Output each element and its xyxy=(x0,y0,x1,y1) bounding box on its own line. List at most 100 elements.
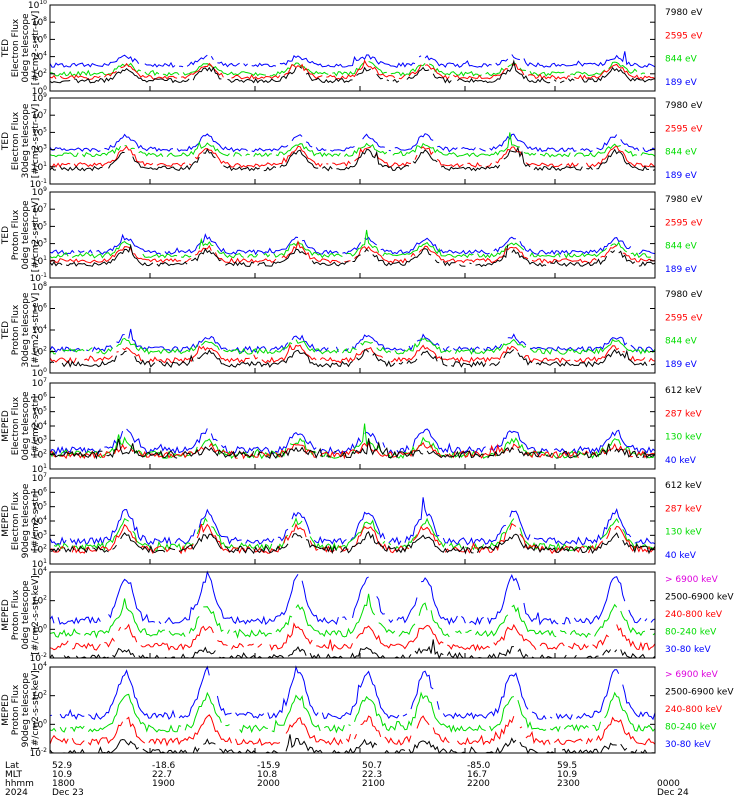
legend-entry: 80-240 keV xyxy=(665,628,717,638)
legend-entry: 844 eV xyxy=(665,337,698,347)
y-axis-label: MEPEDProton Flux0deg telescope[#/cm2-s-s… xyxy=(1,575,41,654)
series-trace xyxy=(49,428,656,456)
x-row-label: hhmm xyxy=(5,779,34,789)
series-trace xyxy=(50,62,653,76)
legend-entry: 80-240 keV xyxy=(665,723,717,733)
series-trace xyxy=(49,132,656,158)
legend-entry: 30-80 keV xyxy=(665,740,711,750)
y-tick-label: 107 xyxy=(32,377,47,389)
x-tick-label: 1800 xyxy=(52,779,75,789)
y-tick-label: 109 xyxy=(32,186,47,198)
y-axis-label: MEPEDProton Flux90deg telescope[#/cm2-s-… xyxy=(1,670,41,749)
series-trace xyxy=(49,348,656,369)
legend-entry: 189 eV xyxy=(665,360,698,370)
panel-frame xyxy=(49,666,656,754)
x-tick-label: 1900 xyxy=(152,779,175,789)
legend-entry: 612 keV xyxy=(665,481,702,491)
legend-entry: 2500-6900 keV xyxy=(665,593,734,603)
series-trace xyxy=(53,517,654,552)
y-axis-label: MEPEDElectron Flux0deg telescope[#/cm2-s… xyxy=(1,391,41,461)
legend-entry: 287 keV xyxy=(665,409,702,419)
y-axis-label: TEDElectron Flux30deg telescope[#/cm2-s-… xyxy=(1,103,41,178)
x-row-label: 2024 xyxy=(5,788,28,798)
series-trace xyxy=(49,51,656,68)
y-axis-label: MEPEDElectron Flux90deg telescope[#/cm2-… xyxy=(1,483,41,558)
legend-entry: 844 eV xyxy=(665,148,698,158)
legend-entry: 240-800 keV xyxy=(665,610,723,620)
x-tick-label: 2100 xyxy=(362,779,385,789)
y-tick-label: 105 xyxy=(32,501,47,513)
y-axis-label: TEDProton Flux30deg telescope[#/cm2-s-st… xyxy=(1,292,41,367)
panel-frame xyxy=(49,4,656,92)
series-trace xyxy=(49,146,656,172)
x-row-label: MLT xyxy=(5,770,23,780)
x-row-label: Lat xyxy=(5,761,20,771)
panel-frame xyxy=(49,97,656,185)
series-trace xyxy=(49,243,656,268)
legend-entry: 240-800 keV xyxy=(665,705,723,715)
legend-entry: 2500-6900 keV xyxy=(665,688,734,698)
series-trace xyxy=(49,343,656,364)
series-trace xyxy=(49,714,656,747)
series-trace xyxy=(49,497,656,546)
x-tick-label: 16.7 xyxy=(467,770,487,780)
series-trace xyxy=(49,570,656,626)
series-trace xyxy=(49,531,656,555)
x-tick-label: 52.9 xyxy=(52,761,72,771)
legend-entry: 40 keV xyxy=(665,551,697,561)
legend-entry: 844 eV xyxy=(665,242,698,252)
legend-entry: 2595 eV xyxy=(665,124,703,134)
x-tick-label: 2300 xyxy=(557,779,580,789)
legend-entry: 287 keV xyxy=(665,504,702,514)
legend-entry: 7980 eV xyxy=(665,195,703,205)
series-trace xyxy=(49,665,656,721)
x-tick-label: -85.0 xyxy=(467,761,491,771)
y-axis-label: TEDElectron Flux0deg telescope[#/cm2-s-s… xyxy=(1,11,41,86)
legend-entry: 189 eV xyxy=(665,171,698,181)
legend-entry: 2595 eV xyxy=(665,31,703,41)
series-trace xyxy=(49,59,656,84)
legend-entry: 612 keV xyxy=(665,386,702,396)
y-axis-label: TEDProton Flux0deg telescope[#/cm2-s-str… xyxy=(1,198,41,273)
series-trace xyxy=(49,133,656,153)
series-trace xyxy=(49,233,656,256)
series-trace xyxy=(49,337,656,355)
x-tick-label: 22.7 xyxy=(152,770,172,780)
panel-frame xyxy=(49,477,656,565)
series-trace xyxy=(49,622,656,652)
x-tick-label: 59.5 xyxy=(557,761,577,771)
panel-frame xyxy=(49,191,656,279)
legend-entry: 844 eV xyxy=(665,55,698,65)
legend-entry: 7980 eV xyxy=(665,290,703,300)
legend-entry: > 6900 keV xyxy=(665,575,719,585)
series-trace xyxy=(49,639,656,660)
series-trace xyxy=(49,438,656,460)
legend-entry: > 6900 keV xyxy=(665,670,719,680)
x-tick-label: 10.8 xyxy=(257,770,277,780)
legend-entry: 189 eV xyxy=(665,78,698,88)
x-tick-label: 10.9 xyxy=(52,770,72,780)
series-trace xyxy=(49,593,656,639)
legend-entry: 7980 eV xyxy=(665,8,703,18)
legend-entry: 30-80 keV xyxy=(665,645,711,655)
y-tick-label: 108 xyxy=(32,281,47,293)
y-tick-label: 1010 xyxy=(28,0,47,11)
x-tick-label: -15.9 xyxy=(257,761,281,771)
series-trace xyxy=(49,522,656,555)
x-tick-label: Dec 23 xyxy=(52,788,84,798)
legend-entry: 2595 eV xyxy=(665,313,703,323)
x-tick-label: 50.7 xyxy=(362,761,382,771)
x-tick-label: 2200 xyxy=(467,779,490,789)
series-trace xyxy=(49,145,656,168)
y-tick-label: 109 xyxy=(32,92,47,104)
